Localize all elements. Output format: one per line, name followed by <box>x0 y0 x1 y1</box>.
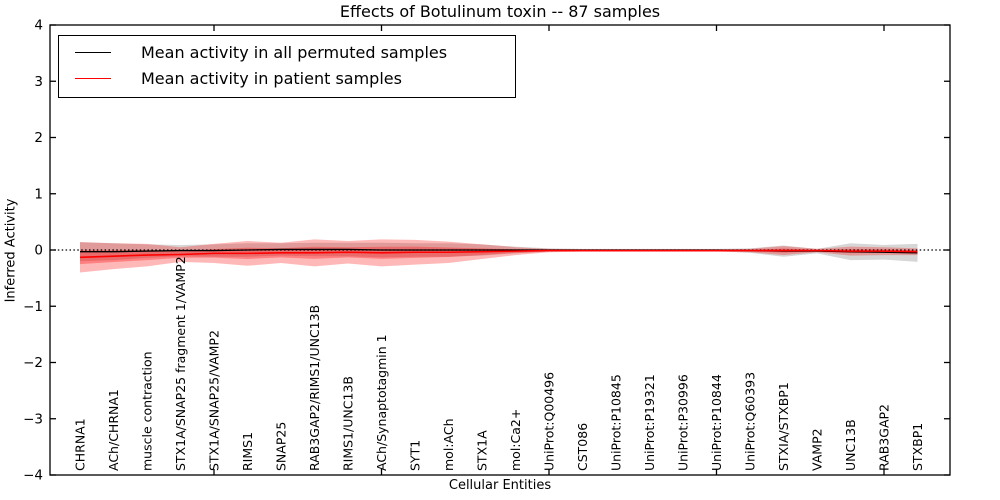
x-category-label: muscle contraction <box>140 351 155 471</box>
x-category-label: CST086 <box>575 423 590 471</box>
x-category-label: RAB3GAP2/RIMS1/UNC13B <box>307 305 322 471</box>
y-tick-label: −4 <box>23 468 43 484</box>
y-tick-label: −1 <box>23 299 43 315</box>
x-category-label: STXBP1 <box>910 423 925 471</box>
x-category-label: mol:ACh <box>441 419 456 472</box>
y-tick-label: 0 <box>34 243 43 259</box>
x-category-label: UniProt:P19321 <box>642 374 657 471</box>
x-category-label: STX1A/SNAP25/VAMP2 <box>207 330 222 471</box>
legend-line-red-icon <box>75 77 111 79</box>
x-category-label: STX1A <box>475 430 490 471</box>
legend-line-black-icon <box>75 52 111 54</box>
x-category-label: STXIA/STXBP1 <box>776 382 791 471</box>
x-category-label: RIMS1/UNC13B <box>341 376 356 471</box>
x-category-label: UniProt:P10844 <box>709 374 724 471</box>
x-category-label: UNC13B <box>843 419 858 471</box>
x-category-label: RIMS1 <box>240 432 255 471</box>
y-tick-label: 3 <box>34 74 43 90</box>
legend: Mean activity in all permuted samples Me… <box>58 35 516 98</box>
x-category-label: CHRNA1 <box>73 418 88 471</box>
x-category-label: STX1A/SNAP25 fragment 1/VAMP2 <box>173 256 188 471</box>
patient-mean-line <box>79 249 918 259</box>
x-axis-title: Cellular Entities <box>448 478 552 493</box>
x-category-label: ACh/Synaptotagmin 1 <box>374 334 389 471</box>
x-category-label: mol:Ca2+ <box>508 409 523 471</box>
x-category-label: UniProt:P30996 <box>676 374 691 471</box>
y-tick-label: −3 <box>23 411 43 427</box>
legend-item-permuted: Mean activity in all permuted samples <box>59 40 515 66</box>
y-tick-label: −2 <box>23 355 43 371</box>
x-category-label: SYT1 <box>408 440 423 471</box>
y-axis-title: Inferred Activity <box>3 198 19 303</box>
legend-label: Mean activity in patient samples <box>141 68 402 88</box>
x-category-label: UniProt:Q60393 <box>743 372 758 471</box>
x-category-label: VAMP2 <box>810 428 825 471</box>
x-category-label: SNAP25 <box>274 422 289 471</box>
patient-std-band <box>80 239 918 273</box>
y-tick-label: 4 <box>34 18 43 34</box>
legend-label: Mean activity in all permuted samples <box>141 43 448 63</box>
y-tick-label: 1 <box>34 186 43 202</box>
x-category-label: UniProt:Q00496 <box>542 372 557 471</box>
y-tick-label: 2 <box>34 130 43 146</box>
x-category-label: RAB3GAP2 <box>877 404 892 471</box>
x-category-label: UniProt:P10845 <box>609 374 624 471</box>
legend-item-patient: Mean activity in patient samples <box>59 66 515 92</box>
chart-title: Effects of Botulinum toxin -- 87 samples <box>339 2 661 21</box>
x-category-label: ACh/CHRNA1 <box>106 389 121 471</box>
